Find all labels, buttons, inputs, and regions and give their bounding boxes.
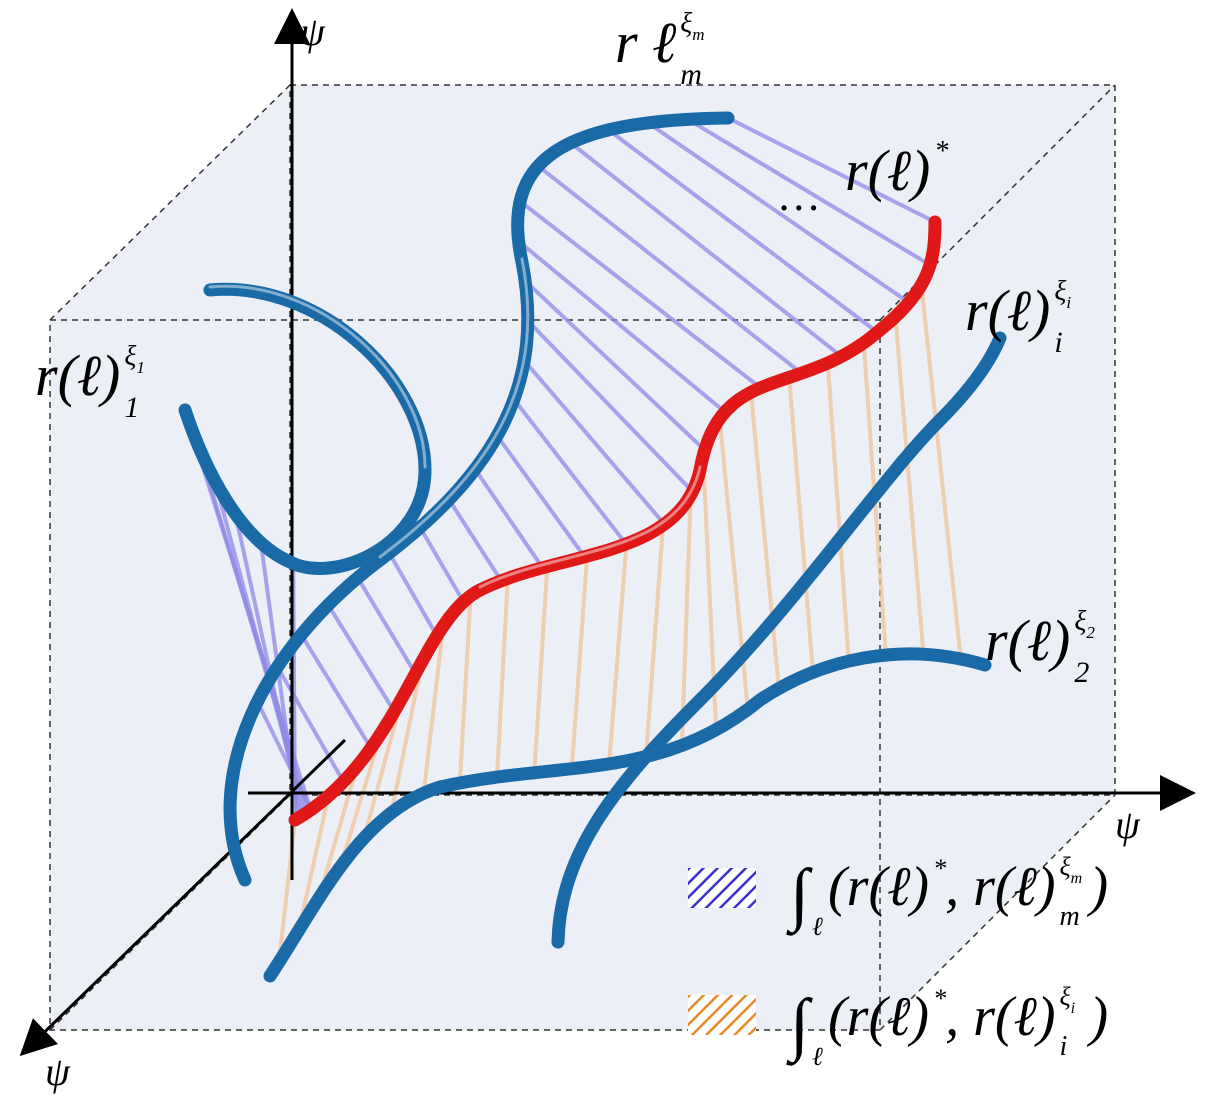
hatch-line: [495, 434, 587, 559]
hatch-line: [389, 661, 424, 813]
legend-left-sup: *: [933, 854, 946, 883]
hatch-line: [686, 117, 932, 267]
hatch-line: [421, 625, 446, 794]
hatch-line: [518, 199, 762, 390]
legend-right: , r(ℓ): [945, 856, 1055, 918]
hatch-line: [473, 468, 545, 569]
legend-swatches: [688, 868, 756, 1035]
hatch-line: [607, 128, 879, 334]
legend-right-sub: i: [1059, 1031, 1067, 1062]
hatch-line: [494, 578, 510, 778]
label-sup-index: m: [692, 25, 704, 44]
hatch-line: [418, 526, 466, 603]
hatch-line: [646, 121, 911, 305]
label-sub: m: [680, 58, 702, 91]
legend-right-sup: ξ: [1059, 852, 1071, 881]
legend-integral-sub: ℓ: [812, 912, 823, 941]
hatch-line: [748, 392, 781, 689]
hatch-line: [523, 279, 707, 452]
hatch-line: [296, 795, 331, 931]
hatch-line: [825, 362, 851, 662]
label-main: r(ℓ): [985, 608, 1070, 673]
axis-label-z: ψ: [45, 1049, 71, 1094]
label-sup: ξ: [124, 341, 136, 372]
legend-left: (r(ℓ): [828, 856, 929, 918]
label-sup-index: i: [1066, 293, 1071, 312]
ellipsis: …: [780, 171, 819, 220]
hatch-line: [326, 603, 396, 713]
hatch-line: [536, 164, 803, 375]
hatch-line: [355, 576, 418, 675]
label-main: r ℓ: [615, 10, 676, 75]
hatch-line: [569, 141, 843, 359]
hatch-line: [522, 359, 666, 526]
hatch-line: [607, 543, 629, 765]
legend-integral-sub: ℓ: [812, 1042, 823, 1071]
legend-right: , r(ℓ): [945, 986, 1055, 1048]
label-sup: ξ: [1074, 606, 1086, 637]
axes: [19, 8, 1196, 1057]
hatch-line: [532, 566, 550, 773]
hatch-line: [447, 498, 503, 582]
label-main: r(ℓ): [845, 138, 930, 203]
label-sup: ξ: [1054, 276, 1066, 307]
hatch-line: [512, 398, 628, 546]
hatch-line: [727, 116, 936, 224]
hatch-line: [787, 377, 815, 673]
legend-close: ): [1086, 986, 1108, 1048]
legend-integral: ∫: [786, 986, 813, 1066]
axis-label-y: ψ: [300, 9, 326, 54]
label-main: r(ℓ): [35, 343, 120, 408]
legend-right-sup: ξ: [1059, 982, 1071, 1011]
label-sup: *: [934, 136, 948, 167]
label-sub: 2: [1074, 656, 1089, 689]
label-sup-index: 2: [1086, 623, 1095, 642]
hatch-line: [644, 525, 666, 757]
legend-integral: ∫: [786, 856, 813, 936]
hatch-line: [457, 595, 473, 784]
axis-label-x: ψ: [1115, 802, 1141, 847]
hatch-line: [316, 765, 359, 899]
hatch-line: [517, 239, 727, 414]
label-main: r(ℓ): [965, 278, 1050, 343]
label-sub: 1: [124, 391, 139, 424]
hatch-line: [919, 284, 963, 660]
legend-close: ): [1086, 856, 1108, 918]
legend-left: (r(ℓ): [828, 986, 929, 1048]
hatch-line: [338, 732, 384, 868]
hatch-line: [299, 633, 373, 750]
label-sub: i: [1054, 326, 1062, 359]
legend-right-sup-index: m: [1071, 870, 1083, 887]
hatch-line: [526, 319, 694, 493]
hatch-line: [387, 551, 439, 637]
hatch-line: [893, 316, 926, 655]
curves: [178, 111, 1007, 983]
hatch-line: [679, 495, 693, 746]
legend-right-sub: m: [1059, 901, 1079, 932]
label-sup-index: 1: [136, 358, 145, 377]
hatch-line: [275, 665, 346, 783]
hatch-line: [569, 556, 590, 769]
legend-left-sup: *: [933, 984, 946, 1013]
legend-right-sup-index: i: [1071, 1000, 1075, 1017]
label-sup: ξ: [680, 8, 692, 39]
